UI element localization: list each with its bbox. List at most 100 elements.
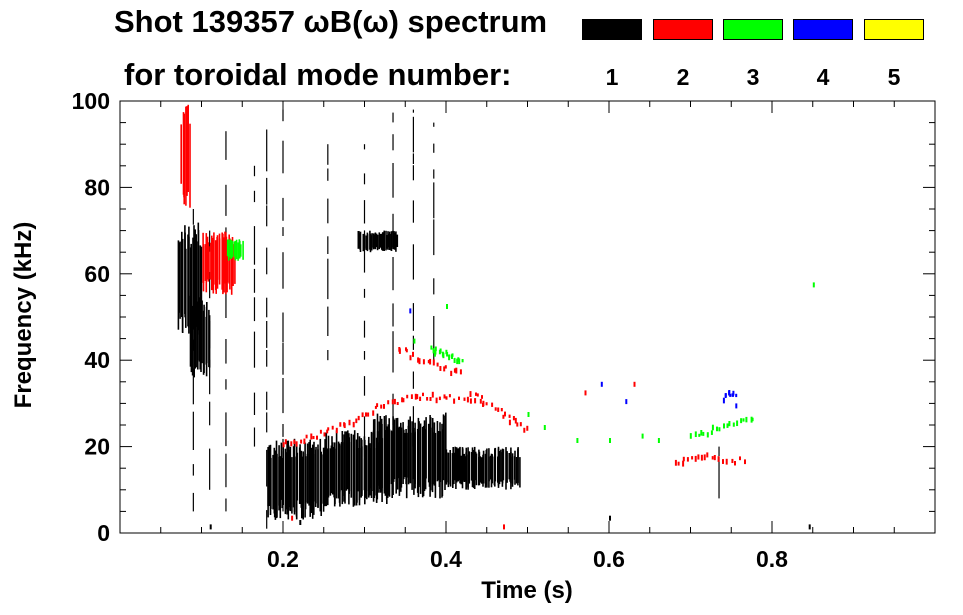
n=2-trail-0-dot-4-1 — [416, 394, 419, 400]
legend-swatch-n2 — [653, 19, 713, 40]
n=3-trail-1-dot-0-7 — [711, 424, 714, 431]
legend-label-n5: 5 — [887, 64, 901, 90]
n=3-point-8 — [812, 282, 815, 288]
n=2-trail-0-dot-0-2 — [290, 441, 293, 447]
n=3-trail-0-dot-1-5 — [453, 357, 456, 364]
n=3-trail-1-dot-0-0 — [689, 433, 692, 439]
spectrum-marks — [177, 104, 815, 530]
n=2-trail-3-dot-0-4 — [686, 457, 689, 462]
n=3-trail-1-dot-0-1 — [694, 431, 697, 438]
n=3-trail-0-dot-1-0 — [446, 352, 449, 357]
n=2-trail-0-dot-1-9 — [343, 423, 346, 429]
n=2-trail-0-dot-4-7 — [435, 397, 438, 404]
n=2-trail-1-dot-1-6 — [450, 370, 453, 377]
n=3-trail-0-dot-0-1 — [432, 348, 435, 354]
n=2-trail-2-dot-1-8 — [523, 427, 526, 433]
n=3-point-6 — [641, 433, 644, 439]
n=2-trail-2-dot-1-2 — [508, 414, 511, 418]
n=2-trail-2-dot-0-0 — [469, 391, 472, 397]
n=2-trail-1-dot-1-1 — [432, 359, 435, 366]
n=2-trail-3-dot-0-5 — [691, 456, 694, 460]
n=4-trail-0-dot-0-2 — [724, 393, 727, 399]
legend-label-n1: 1 — [605, 64, 619, 90]
n=2-trail-0-dot-1-0 — [316, 435, 318, 440]
n=2-trail-1-dot-1-3 — [439, 366, 442, 371]
n=2-trail-0-dot-4-6 — [431, 391, 434, 398]
legend-swatch-n1 — [582, 19, 642, 40]
n=2-trail-0-dot-0-3 — [293, 439, 296, 445]
n=2-trail-0-dot-4-4 — [426, 397, 429, 401]
n=2-trail-0-dot-4-3 — [422, 392, 424, 397]
n=1-point-2 — [609, 515, 611, 521]
n=2-trail-0-dot-0-9 — [312, 436, 315, 440]
n=2-trail-0-dot-2-9 — [376, 403, 379, 408]
n=2-point-1 — [503, 524, 505, 530]
n=3-point-0 — [413, 338, 416, 344]
n=2-trail-1-dot-0-7 — [418, 358, 421, 365]
n=3-trail-1-dot-0-8 — [716, 426, 718, 432]
n=2-trail-0-dot-4-9 — [443, 394, 446, 399]
legend-swatch-n5 — [864, 19, 924, 40]
n=2-trail-0-dot-0-4 — [295, 441, 298, 447]
n=2-trail-0-dot-0-6 — [303, 438, 306, 445]
n=3-trail-0-dot-1-9 — [461, 359, 464, 363]
n=3-trail-1-dot-0-6 — [710, 430, 713, 435]
n=4-trail-0-dot-0-5 — [728, 390, 731, 395]
y-tick-label-3: 60 — [84, 261, 110, 287]
n=2-trail-0-dot-0-7 — [305, 434, 308, 439]
n=2-trail-0-dot-5-1 — [448, 394, 451, 398]
x-tick-label-3: 0.8 — [756, 546, 788, 572]
n=4-point-0 — [600, 381, 603, 387]
n=2-trail-1-dot-1-4 — [443, 366, 446, 372]
n=2-trail-3-dot-1-1 — [711, 456, 714, 460]
n=2-trail-3-dot-0-9 — [703, 454, 706, 461]
n=2-point-3 — [633, 381, 636, 387]
n=2-trail-1-dot-0-9 — [427, 359, 430, 364]
n=3-trail-0-dot-1-2 — [448, 354, 451, 361]
n=2-trail-0-dot-3-2 — [387, 400, 390, 405]
n=2-trail-0-dot-1-4 — [327, 427, 330, 431]
y-axis-label: Frequency (kHz) — [10, 222, 37, 409]
n=2-trail-0-dot-2-6 — [367, 412, 370, 417]
y-tick-label-0: 0 — [97, 520, 110, 546]
n=3-point-3 — [543, 425, 546, 430]
n=2-trail-3-dot-1-0 — [706, 452, 709, 458]
n=2-trail-0-dot-3-5 — [396, 402, 399, 406]
n=2-trail-0-dot-4-0 — [414, 393, 417, 400]
n=2-trail-0-dot-4-2 — [419, 396, 422, 402]
n=3-trail-1-dot-1-4 — [736, 420, 739, 427]
n=2-trail-2-dot-1-7 — [519, 422, 522, 427]
n=1-point-3 — [808, 524, 811, 530]
n=2-trail-2-dot-0-5 — [485, 402, 488, 406]
n=2-trail-3-dot-1-3 — [717, 456, 720, 462]
n=2-trail-3-dot-0-1 — [677, 461, 680, 466]
n=2-trail-3-dot-0-7 — [697, 454, 700, 460]
n=4-trail-0-dot-0-8 — [732, 393, 734, 397]
n=2-point-0 — [291, 515, 294, 521]
n=2-trail-0-dot-2-5 — [365, 412, 367, 417]
n=3-trail-0-dot-0-3 — [433, 351, 436, 357]
series-n=4 — [409, 308, 738, 409]
n=3-trail-1-dot-1-0 — [723, 423, 725, 429]
n=2-trail-0-dot-4-8 — [438, 396, 441, 401]
n=2-trail-1-dot-1-9 — [459, 369, 462, 375]
n=3-trail-1-dot-1-3 — [732, 422, 735, 427]
n=3-trail-1-dot-0-9 — [718, 427, 721, 432]
n=3-point-7 — [657, 438, 660, 443]
n=2-trail-0-dot-2-4 — [361, 412, 364, 418]
n=3-point-2 — [527, 412, 530, 417]
n=3-trail-0-dot-0-0 — [430, 345, 433, 350]
legend-label-n3: 3 — [746, 64, 760, 90]
n=2-trail-3-dot-0-3 — [682, 456, 685, 462]
y-tick-label-1: 20 — [84, 434, 110, 460]
n=2-trail-3-dot-1-6 — [731, 458, 734, 464]
n=2-trail-0-dot-3-9 — [410, 394, 413, 399]
n=2-trail-0-dot-2-8 — [374, 405, 377, 409]
n=2-trail-0-dot-5-6 — [469, 398, 472, 404]
n=2-trail-0-dot-0-8 — [310, 433, 313, 440]
n=2-trail-1-dot-0-3 — [405, 348, 408, 353]
n=3-point-1 — [446, 304, 448, 309]
n=2-trail-0-dot-5-8 — [479, 398, 482, 404]
n=3-trail-0-dot-1-6 — [456, 358, 459, 365]
